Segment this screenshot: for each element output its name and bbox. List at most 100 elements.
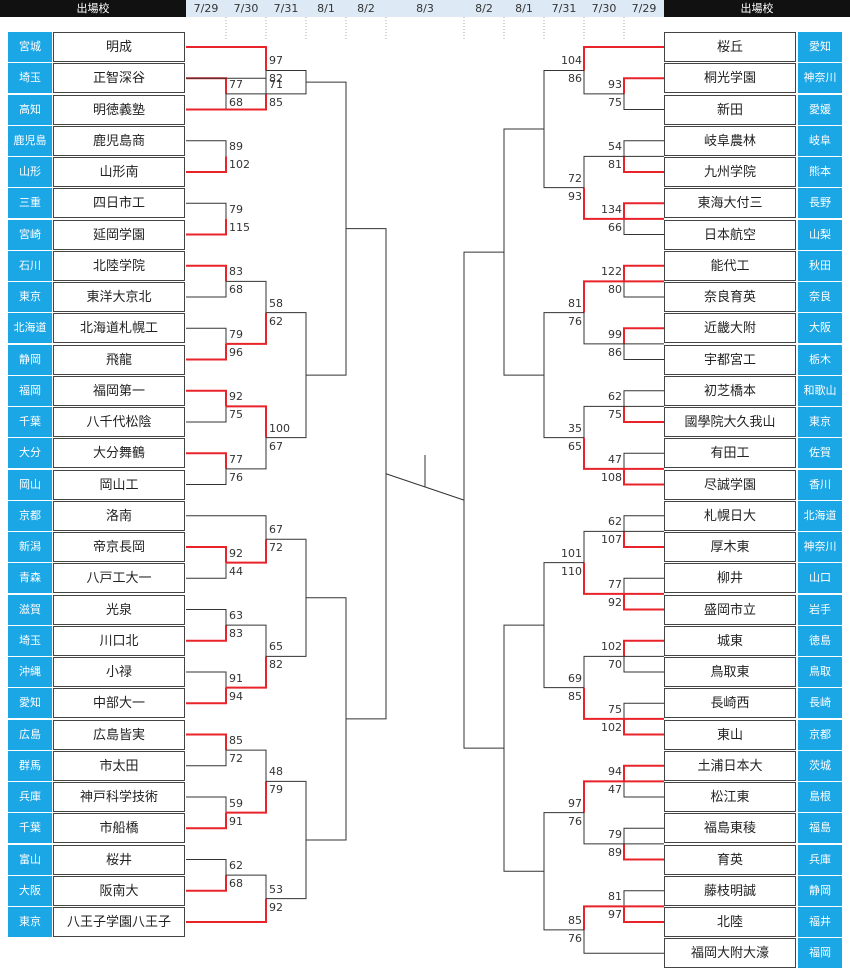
score: 71: [269, 77, 283, 91]
team-name[interactable]: 川口北: [53, 625, 185, 656]
team-name[interactable]: 尽誠学園: [664, 469, 796, 500]
score: 44: [229, 564, 243, 578]
team-name[interactable]: 八千代松陰: [53, 407, 185, 437]
r1-match-bottom-line: [623, 781, 664, 798]
team-name[interactable]: 帝京長岡: [53, 532, 185, 562]
prefecture-badge: 北海道: [798, 500, 842, 531]
team-name[interactable]: 松江東: [664, 782, 796, 812]
team-name[interactable]: 近畿大附: [664, 313, 796, 344]
date-round1-right: 7/29: [631, 2, 657, 15]
team-name[interactable]: 北陸: [664, 907, 796, 937]
team-name[interactable]: 大分舞鶴: [53, 438, 185, 469]
team-name[interactable]: 長崎西: [664, 688, 796, 719]
score: 62: [608, 390, 622, 404]
team-name[interactable]: 初芝橋本: [664, 375, 796, 406]
team-name[interactable]: 新田: [664, 94, 796, 125]
team-name[interactable]: 桐光学園: [664, 63, 796, 94]
team-name[interactable]: 育英: [664, 844, 796, 875]
team-name[interactable]: 北海道札幌工: [53, 313, 185, 344]
r3-match-line: [266, 538, 307, 657]
team-name[interactable]: 東海大付三: [664, 188, 796, 219]
r2-match-top-line: [186, 77, 267, 94]
team-name[interactable]: 八戸工大一: [53, 563, 185, 594]
team-name[interactable]: 飛龍: [53, 344, 185, 375]
team-name[interactable]: 山形南: [53, 157, 185, 187]
team-name[interactable]: 明成: [53, 32, 185, 62]
score: 102: [601, 720, 622, 734]
score: 108: [601, 470, 622, 484]
team-name[interactable]: 延岡学園: [53, 219, 185, 250]
team-name[interactable]: 九州学院: [664, 157, 796, 187]
score: 86: [568, 72, 582, 86]
team-name[interactable]: 東洋大京北: [53, 282, 185, 312]
prefecture-badge: 山形: [8, 157, 52, 187]
date-round3-left: 7/31: [273, 2, 299, 15]
team-name[interactable]: 鳥取東: [664, 657, 796, 687]
prefecture-badge: 大阪: [798, 313, 842, 344]
team-name[interactable]: 阪南大: [53, 875, 185, 906]
team-name[interactable]: 光泉: [53, 594, 185, 625]
team-name[interactable]: 桜丘: [664, 32, 796, 62]
r4-match-line: [306, 81, 347, 376]
team-name[interactable]: 四日市工: [53, 188, 185, 219]
team-name[interactable]: 市太田: [53, 750, 185, 781]
date-header: 出場校 出場校 7/29 7/30 7/31 8/1 8/2 8/3 8/2 8…: [0, 0, 850, 17]
team-name[interactable]: 城東: [664, 625, 796, 656]
team-name[interactable]: 國學院大久我山: [664, 407, 796, 437]
team-name[interactable]: 明徳義塾: [53, 94, 185, 125]
prefecture-badge: 秋田: [798, 250, 842, 281]
team-name[interactable]: 八王子学園八王子: [53, 907, 185, 937]
prefecture-badge: 京都: [798, 719, 842, 750]
team-name[interactable]: 岡山工: [53, 469, 185, 500]
score: 83: [229, 265, 243, 279]
score: 81: [568, 296, 582, 310]
r1-match-top-line: [186, 733, 227, 751]
team-name[interactable]: 北陸学院: [53, 250, 185, 281]
team-name[interactable]: 桜井: [53, 844, 185, 875]
r1-match-top-line: [623, 327, 664, 344]
date-round1-left: 7/29: [193, 2, 219, 15]
team-name[interactable]: 盛岡市立: [664, 594, 796, 625]
team-name[interactable]: 小禄: [53, 657, 185, 687]
team-name[interactable]: 鹿児島商: [53, 125, 185, 156]
team-name[interactable]: 札幌日大: [664, 500, 796, 531]
team-name[interactable]: 能代工: [664, 250, 796, 281]
team-name[interactable]: 福岡大附大濠: [664, 938, 796, 969]
score: 85: [269, 95, 283, 109]
r1-match-top-line: [623, 140, 664, 157]
team-name[interactable]: 広島皆実: [53, 719, 185, 750]
team-name[interactable]: 厚木東: [664, 532, 796, 562]
score: 100: [269, 421, 290, 435]
prefecture-badge: 神奈川: [798, 532, 842, 562]
score: 85: [568, 913, 582, 927]
team-name[interactable]: 岐阜農林: [664, 125, 796, 156]
score: 75: [608, 408, 622, 422]
team-name[interactable]: 福島東稜: [664, 813, 796, 844]
team-name[interactable]: 市船橋: [53, 813, 185, 844]
r1-match-top-line: [186, 327, 227, 344]
team-name[interactable]: 有田工: [664, 438, 796, 469]
r1-match-bottom-line: [623, 156, 664, 173]
team-name[interactable]: 奈良育英: [664, 282, 796, 312]
team-name[interactable]: 土浦日本大: [664, 750, 796, 781]
prefecture-badge: 愛知: [8, 688, 52, 719]
score: 66: [608, 220, 622, 234]
team-name[interactable]: 宇都宮工: [664, 344, 796, 375]
team-name[interactable]: 柳井: [664, 563, 796, 594]
team-name[interactable]: 神戸科学技術: [53, 782, 185, 812]
team-name[interactable]: 日本航空: [664, 219, 796, 250]
prefecture-badge: 山口: [798, 563, 842, 594]
score: 89: [608, 845, 622, 859]
team-name[interactable]: 藤枝明誠: [664, 875, 796, 906]
team-name[interactable]: 東山: [664, 719, 796, 750]
r1-match-top-line: [623, 202, 664, 219]
r3-match-line: [543, 812, 584, 931]
r1-match-bottom-line: [623, 343, 664, 360]
r3-match-line: [266, 780, 307, 900]
team-name[interactable]: 中部大一: [53, 688, 185, 719]
team-name[interactable]: 正智深谷: [53, 63, 185, 94]
team-name[interactable]: 洛南: [53, 500, 185, 531]
r2-match-top-line: [583, 655, 664, 688]
team-name[interactable]: 福岡第一: [53, 375, 185, 406]
score: 47: [608, 783, 622, 797]
